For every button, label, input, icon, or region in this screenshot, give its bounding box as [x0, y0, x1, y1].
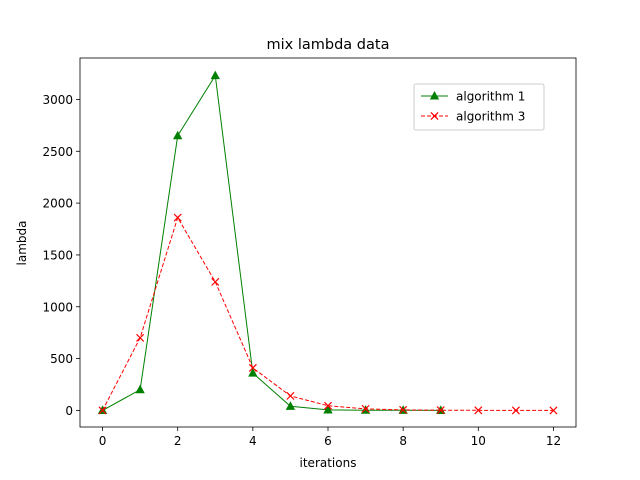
- x-tick-label: 6: [324, 434, 332, 448]
- y-axis-label: lambda: [15, 221, 29, 266]
- y-tick-label: 3000: [42, 93, 73, 107]
- x-tick-label: 8: [399, 434, 407, 448]
- legend-entry: algorithm 3: [421, 110, 525, 124]
- chart-title: mix lambda data: [267, 37, 390, 53]
- data-point: [285, 401, 296, 410]
- data-point: [474, 406, 483, 415]
- data-point: [173, 130, 183, 140]
- x-axis-ticks: 0 2 4 6 8 10 12: [99, 427, 561, 448]
- y-axis-ticks: 0 500 1000 1500 2000 2500 3000: [42, 93, 80, 418]
- data-point: [98, 406, 107, 415]
- data-point: [549, 406, 558, 415]
- data-point: [210, 70, 220, 80]
- legend: algorithm 1 algorithm 3: [413, 83, 545, 131]
- data-point: [286, 391, 295, 400]
- legend-label: algorithm 1: [456, 90, 525, 104]
- y-tick-label: 2500: [42, 145, 73, 159]
- data-point: [399, 405, 408, 414]
- data-point: [361, 404, 370, 413]
- x-axis-label: iterations: [300, 456, 357, 470]
- y-tick-label: 1500: [42, 248, 73, 262]
- data-point: [323, 401, 333, 410]
- data-point: [323, 404, 333, 414]
- series-layer: [97, 70, 558, 415]
- data-point: [173, 213, 182, 222]
- legend-entry: algorithm 1: [421, 90, 525, 104]
- data-point: [248, 363, 257, 372]
- legend-label: algorithm 3: [456, 110, 525, 124]
- series-line: [102, 74, 441, 411]
- data-point: [248, 368, 258, 377]
- series-1: [98, 213, 558, 415]
- legend-marker: [430, 111, 439, 121]
- data-point: [436, 406, 445, 415]
- data-point: [136, 333, 145, 342]
- y-tick-label: 1000: [42, 300, 73, 314]
- y-tick-label: 2000: [42, 197, 73, 211]
- x-tick-label: 2: [174, 434, 182, 448]
- y-tick-label: 500: [50, 352, 73, 366]
- y-tick-label: 0: [65, 404, 73, 418]
- x-tick-label: 0: [99, 434, 107, 448]
- legend-marker: [429, 90, 440, 100]
- x-tick-label: 12: [546, 434, 561, 448]
- data-point: [135, 384, 145, 394]
- x-tick-label: 10: [471, 434, 486, 448]
- data-point: [511, 406, 520, 415]
- x-tick-label: 4: [249, 434, 257, 448]
- data-point: [211, 277, 220, 286]
